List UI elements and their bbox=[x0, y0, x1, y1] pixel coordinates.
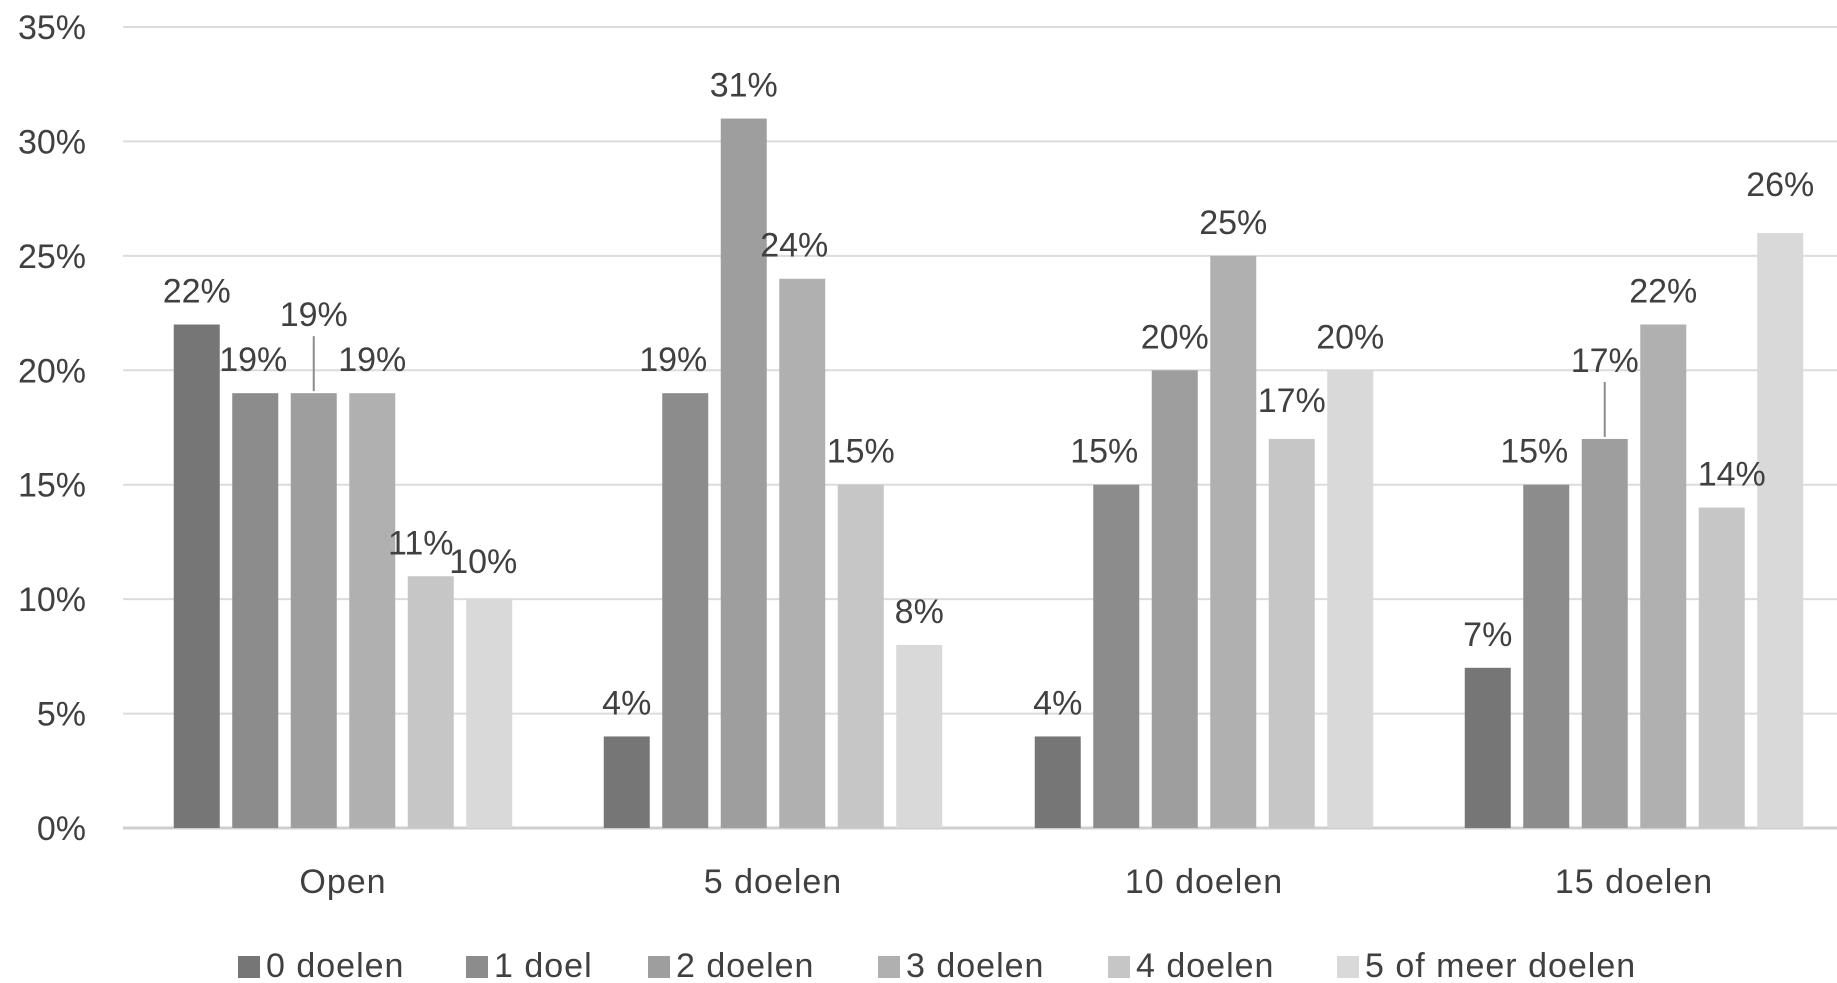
data-label: 20% bbox=[1141, 318, 1209, 356]
x-category-label: Open bbox=[299, 863, 386, 901]
data-label: 4% bbox=[602, 684, 651, 722]
data-label: 8% bbox=[895, 593, 944, 631]
legend-label: 4 doelen bbox=[1136, 947, 1274, 983]
data-label: 19% bbox=[280, 296, 348, 334]
y-tick-label: 30% bbox=[18, 123, 86, 161]
bar bbox=[720, 118, 767, 829]
legend-swatch bbox=[1108, 956, 1130, 978]
bar bbox=[1034, 736, 1081, 828]
bar bbox=[1093, 484, 1140, 828]
data-label: 31% bbox=[710, 67, 778, 105]
x-category-label: 15 doelen bbox=[1555, 863, 1713, 901]
data-label: 26% bbox=[1746, 166, 1814, 204]
legend-swatch bbox=[648, 956, 670, 978]
data-label: 15% bbox=[1500, 433, 1568, 471]
x-axis-category-labels: Open 5 doelen 10 doelen 15 doelen bbox=[299, 863, 1713, 901]
bar bbox=[1640, 324, 1687, 828]
data-label: 24% bbox=[760, 227, 828, 265]
bar bbox=[662, 393, 709, 828]
data-label: 7% bbox=[1463, 616, 1512, 654]
legend-label: 0 doelen bbox=[266, 947, 404, 983]
data-label: 20% bbox=[1316, 318, 1384, 356]
bars bbox=[173, 118, 1804, 829]
bar bbox=[779, 278, 826, 828]
legend-swatch bbox=[238, 956, 260, 978]
bar bbox=[232, 393, 279, 828]
bar bbox=[1210, 255, 1257, 828]
bar bbox=[290, 393, 337, 828]
legend-label: 1 doel bbox=[494, 947, 593, 983]
bar bbox=[1268, 438, 1315, 828]
bar bbox=[173, 324, 220, 828]
data-label: 19% bbox=[639, 341, 707, 379]
data-label: 22% bbox=[163, 273, 231, 311]
bar bbox=[1757, 232, 1804, 828]
legend-swatch bbox=[466, 956, 488, 978]
data-label: 15% bbox=[1070, 433, 1138, 471]
legend-swatch bbox=[1337, 956, 1359, 978]
bar bbox=[407, 576, 454, 828]
y-tick-label: 10% bbox=[18, 581, 86, 619]
bar bbox=[466, 599, 513, 828]
bar bbox=[349, 393, 396, 828]
y-axis-tick-labels: 0% 5% 10% 15% 20% 25% 30% 35% bbox=[18, 9, 86, 848]
data-label: 11% bbox=[388, 524, 454, 562]
data-label: 17% bbox=[1258, 382, 1326, 420]
y-tick-label: 15% bbox=[18, 467, 86, 505]
legend-label: 5 of meer doelen bbox=[1365, 947, 1636, 983]
x-category-label: 10 doelen bbox=[1125, 863, 1283, 901]
legend-swatch bbox=[878, 956, 900, 978]
bar bbox=[1327, 370, 1374, 828]
y-tick-label: 20% bbox=[18, 352, 86, 390]
data-label: 19% bbox=[338, 341, 406, 379]
data-label: 25% bbox=[1199, 204, 1267, 242]
bar bbox=[1464, 667, 1511, 828]
legend-label: 3 doelen bbox=[906, 947, 1044, 983]
y-tick-label: 5% bbox=[37, 696, 86, 734]
bar bbox=[837, 484, 884, 828]
data-label: 4% bbox=[1033, 684, 1082, 722]
data-label: 22% bbox=[1629, 273, 1697, 311]
bar bbox=[1698, 507, 1745, 828]
y-tick-label: 0% bbox=[37, 810, 86, 848]
y-tick-label: 25% bbox=[18, 238, 86, 276]
data-label: 17% bbox=[1571, 342, 1639, 380]
bar bbox=[1523, 484, 1570, 828]
bar bbox=[603, 736, 650, 828]
bar bbox=[1151, 370, 1198, 828]
data-label: 14% bbox=[1698, 456, 1766, 494]
y-tick-label: 35% bbox=[18, 9, 86, 47]
data-label: 10% bbox=[449, 543, 517, 581]
data-labels: 22% 19% 19% 19% 11%10% 4% 19% 31% 24% 15% 8% 4% 15% 2… bbox=[163, 67, 1815, 723]
bar bbox=[1581, 438, 1628, 828]
data-label: 15% bbox=[827, 433, 895, 471]
legend: 0 doelen 1 doel 2 doelen 3 doelen 4 doelen 5 … bbox=[238, 947, 1636, 983]
bar bbox=[896, 644, 943, 828]
legend-label: 2 doelen bbox=[676, 947, 814, 983]
data-label: 19% bbox=[219, 341, 287, 379]
x-category-label: 5 doelen bbox=[704, 863, 842, 901]
